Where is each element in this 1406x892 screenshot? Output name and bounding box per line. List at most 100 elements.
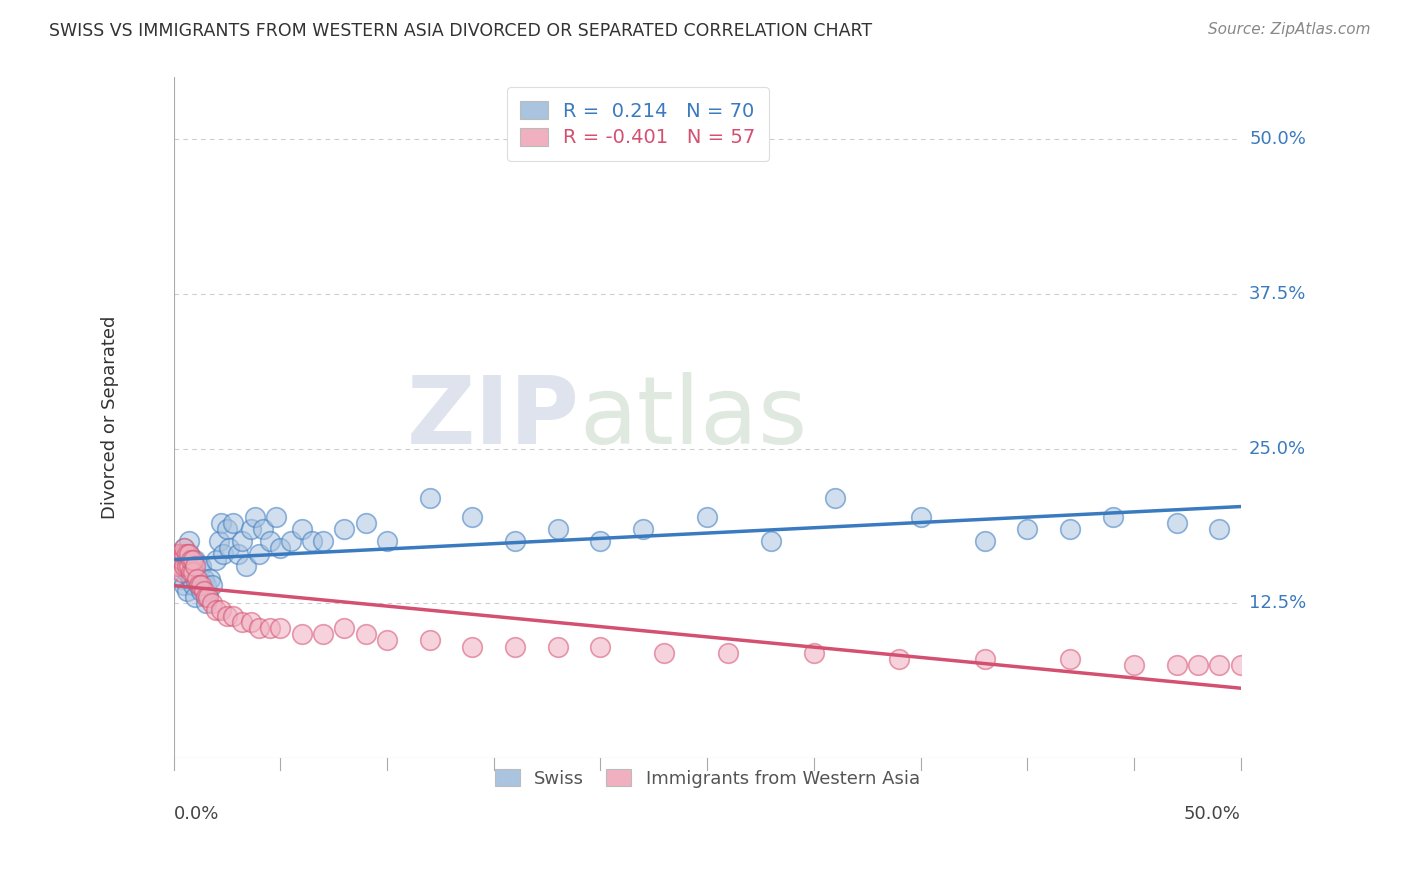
Point bbox=[173, 541, 195, 555]
Point bbox=[973, 652, 995, 666]
Point bbox=[1059, 522, 1081, 536]
Point bbox=[235, 559, 257, 574]
Point bbox=[169, 559, 191, 574]
Point bbox=[207, 534, 229, 549]
Point bbox=[547, 522, 569, 536]
Text: 37.5%: 37.5% bbox=[1249, 285, 1306, 303]
Point bbox=[824, 491, 846, 505]
Point bbox=[172, 566, 194, 580]
Point bbox=[631, 522, 654, 536]
Point bbox=[172, 553, 194, 567]
Point bbox=[973, 534, 995, 549]
Point bbox=[184, 572, 207, 586]
Text: 50.0%: 50.0% bbox=[1184, 805, 1240, 823]
Point bbox=[589, 534, 612, 549]
Point bbox=[177, 559, 200, 574]
Text: 50.0%: 50.0% bbox=[1249, 130, 1306, 148]
Point bbox=[222, 516, 245, 530]
Point bbox=[177, 547, 200, 561]
Text: Source: ZipAtlas.com: Source: ZipAtlas.com bbox=[1208, 22, 1371, 37]
Point bbox=[180, 566, 202, 580]
Point bbox=[280, 534, 302, 549]
Point bbox=[252, 522, 274, 536]
Point bbox=[180, 572, 202, 586]
Point bbox=[333, 522, 356, 536]
Point bbox=[181, 553, 204, 567]
Point bbox=[354, 516, 377, 530]
Point bbox=[375, 534, 398, 549]
Point bbox=[312, 627, 335, 641]
Point bbox=[163, 553, 186, 567]
Point bbox=[1208, 522, 1230, 536]
Point bbox=[354, 627, 377, 641]
Point bbox=[1187, 658, 1209, 673]
Point bbox=[696, 509, 718, 524]
Text: ZIP: ZIP bbox=[406, 372, 579, 464]
Point bbox=[243, 509, 266, 524]
Point bbox=[173, 559, 195, 574]
Point bbox=[172, 553, 194, 567]
Point bbox=[419, 633, 441, 648]
Point bbox=[165, 559, 187, 574]
Point bbox=[201, 578, 224, 592]
Point bbox=[910, 509, 932, 524]
Legend: Swiss, Immigrants from Western Asia: Swiss, Immigrants from Western Asia bbox=[485, 760, 929, 797]
Point bbox=[177, 547, 200, 561]
Point bbox=[188, 578, 211, 592]
Point bbox=[226, 547, 249, 561]
Point bbox=[1059, 652, 1081, 666]
Point bbox=[218, 541, 240, 555]
Point bbox=[1208, 658, 1230, 673]
Point bbox=[333, 621, 356, 635]
Point bbox=[176, 584, 198, 599]
Point bbox=[188, 559, 211, 574]
Point bbox=[193, 572, 215, 586]
Point bbox=[201, 596, 224, 610]
Point bbox=[197, 590, 219, 604]
Text: 25.0%: 25.0% bbox=[1249, 440, 1306, 458]
Point bbox=[291, 522, 314, 536]
Point bbox=[172, 572, 194, 586]
Point bbox=[503, 534, 526, 549]
Text: Divorced or Separated: Divorced or Separated bbox=[101, 316, 118, 519]
Point bbox=[173, 578, 195, 592]
Point bbox=[269, 541, 291, 555]
Point bbox=[259, 534, 281, 549]
Point bbox=[1229, 658, 1251, 673]
Point bbox=[1166, 516, 1188, 530]
Point bbox=[589, 640, 612, 654]
Point bbox=[180, 553, 202, 567]
Point bbox=[173, 559, 195, 574]
Point bbox=[194, 596, 217, 610]
Point bbox=[180, 553, 202, 567]
Point bbox=[209, 516, 232, 530]
Point bbox=[176, 559, 198, 574]
Point bbox=[167, 559, 190, 574]
Point bbox=[193, 584, 215, 599]
Point bbox=[239, 615, 262, 629]
Point bbox=[759, 534, 782, 549]
Point bbox=[173, 541, 195, 555]
Point bbox=[173, 547, 195, 561]
Point bbox=[186, 572, 208, 586]
Point bbox=[375, 633, 398, 648]
Point bbox=[184, 559, 207, 574]
Point bbox=[264, 509, 287, 524]
Point bbox=[176, 566, 198, 580]
Point bbox=[169, 547, 191, 561]
Point bbox=[194, 578, 217, 592]
Point bbox=[167, 547, 190, 561]
Point bbox=[1122, 658, 1144, 673]
Point bbox=[176, 547, 198, 561]
Text: 12.5%: 12.5% bbox=[1249, 594, 1306, 612]
Point bbox=[717, 646, 740, 660]
Point bbox=[184, 590, 207, 604]
Point bbox=[547, 640, 569, 654]
Point bbox=[1166, 658, 1188, 673]
Point bbox=[169, 547, 191, 561]
Point bbox=[291, 627, 314, 641]
Point bbox=[181, 559, 204, 574]
Point bbox=[269, 621, 291, 635]
Point bbox=[194, 590, 217, 604]
Point bbox=[217, 608, 239, 623]
